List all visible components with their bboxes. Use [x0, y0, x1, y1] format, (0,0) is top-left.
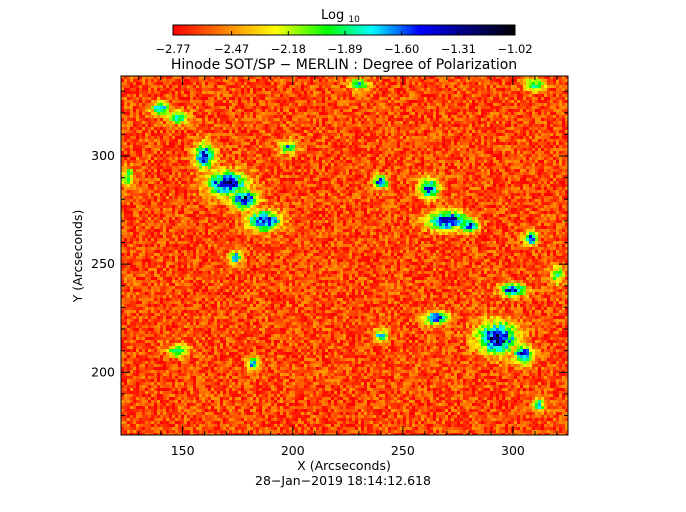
colorbar-label: Log 10	[321, 8, 360, 25]
y-tick-label: 250	[91, 256, 115, 271]
colorbar-ticks: −2.77 −2.47 −2.18 −1.89 −1.60 −1.31 −1.02	[155, 31, 533, 56]
chart-title: Hinode SOT/SP − MERLIN : Degree of Polar…	[171, 57, 517, 73]
colorbar-label-main: Log	[321, 8, 344, 23]
colorbar-tick-label: −2.77	[155, 42, 190, 56]
x-tick-label: 300	[501, 443, 525, 458]
plot-frame	[120, 75, 569, 436]
colorbar-tick-label: −1.02	[497, 42, 532, 56]
colorbar-tick-label: −1.60	[384, 42, 419, 56]
y-tick-label: 200	[91, 364, 115, 379]
y-axis-label: Y (Arcseconds)	[70, 210, 85, 304]
x-tick-label: 250	[391, 443, 415, 458]
y-tick-label: 300	[91, 148, 115, 163]
colorbar-label-sub: 10	[348, 15, 360, 25]
colorbar	[172, 24, 516, 36]
timestamp: 28−Jan−2019 18:14:12.618	[255, 473, 431, 488]
x-tick-label: 150	[171, 443, 195, 458]
heatmap-image	[121, 76, 568, 435]
x-tick-label: 200	[281, 443, 305, 458]
colorbar-tick-label: −1.89	[327, 42, 362, 56]
colorbar-tick-label: −2.18	[271, 42, 306, 56]
x-axis-label: X (Arcseconds)	[297, 458, 391, 473]
axis-ticks: 150 200 250 300 200 250 300	[91, 76, 568, 458]
colorbar-tick-label: −2.47	[214, 42, 249, 56]
colorbar-tick-label: −1.31	[441, 42, 476, 56]
